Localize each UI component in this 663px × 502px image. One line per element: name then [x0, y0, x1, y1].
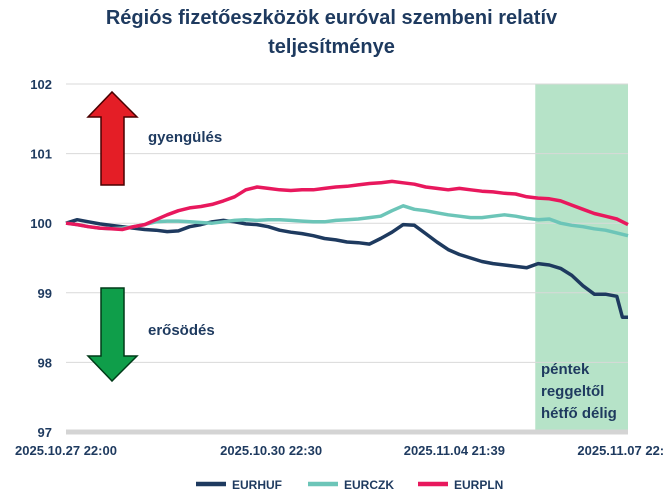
series-lines: [65, 179, 629, 319]
legend-label-eurczk: EURCZK: [344, 478, 394, 492]
y-tick-label: 97: [38, 425, 52, 440]
y-axis-ticks: 97 98 99 100 101 102: [30, 77, 52, 440]
plot-area: [535, 84, 628, 432]
x-tick-label: 2025.10.27 22:00: [15, 443, 117, 458]
strengthening-label: erősödés: [148, 322, 215, 339]
series-line-eurpln: [65, 179, 629, 232]
arrow-up-icon: [86, 90, 139, 186]
legend-label-eurhuf: EURHUF: [232, 478, 282, 492]
legend: EURHUF EURCZK EURPLN: [196, 478, 503, 492]
y-tick-label: 98: [38, 355, 52, 370]
x-tick-label: 2025.11.07 22:09: [577, 443, 663, 458]
y-tick-label: 100: [30, 216, 52, 231]
y-tick-label: 99: [38, 286, 52, 301]
arrow-down-icon: [86, 287, 139, 383]
shade-label-line-2: reggeltől: [541, 383, 604, 400]
series-line-eurhuf: [65, 217, 628, 319]
legend-label-eurpln: EURPLN: [454, 478, 503, 492]
chart-title-line-1: Régiós fizetőeszközök euróval szembeni r…: [105, 7, 558, 29]
shade-label-line-3: hétfő délig: [541, 405, 617, 422]
y-tick-label: 101: [30, 147, 52, 162]
shade-label-line-1: péntek: [541, 361, 590, 378]
x-tick-label: 2025.10.30 22:30: [220, 443, 322, 458]
shaded-weekend-region: [535, 84, 628, 432]
x-tick-label: 2025.11.04 21:39: [404, 443, 505, 458]
series-line-eurczk: [65, 204, 629, 238]
weakening-label: gyengülés: [148, 129, 222, 146]
chart-title-line-2: teljesítménye: [268, 36, 395, 58]
shaded-region-label: péntek reggeltől hétfő délig: [541, 361, 617, 422]
y-tick-label: 102: [30, 77, 52, 92]
annotations: gyengülés erősödés: [86, 90, 222, 383]
chart-title: Régiós fizetőeszközök euróval szembeni r…: [0, 4, 663, 62]
x-axis-ticks: 2025.10.27 22:00 2025.10.30 22:30 2025.11.…: [15, 443, 663, 458]
